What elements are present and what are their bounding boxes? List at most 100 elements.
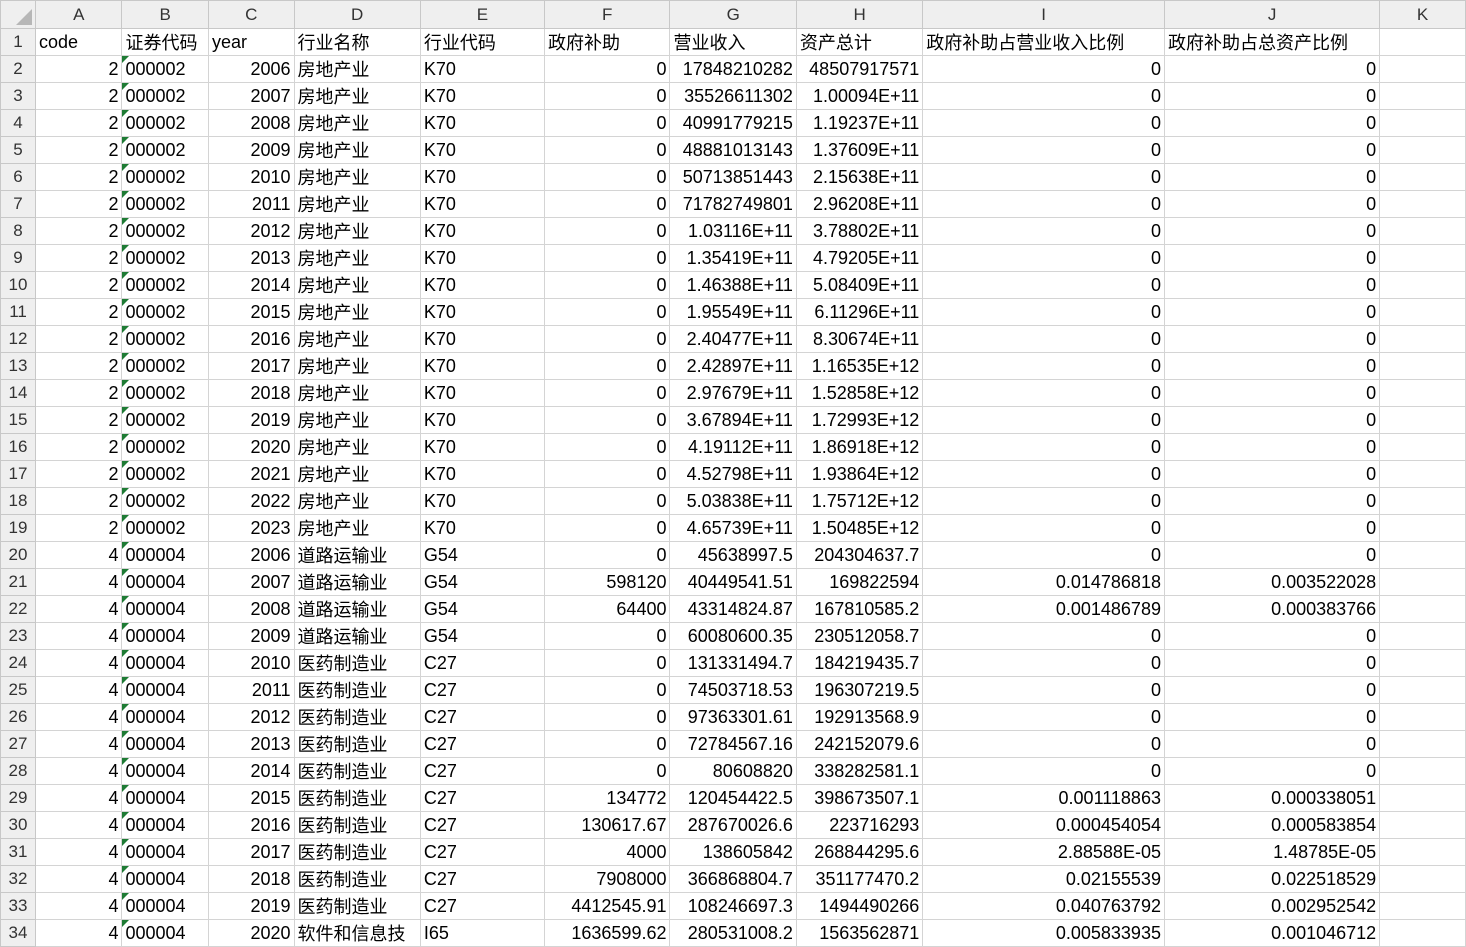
cell-e[interactable]: K70 — [419, 217, 545, 245]
cell-i[interactable]: 0 — [922, 406, 1165, 434]
cell-g[interactable]: 287670026.6 — [669, 811, 797, 839]
cell-d[interactable]: 房地产业 — [293, 190, 421, 218]
cell-g[interactable]: 280531008.2 — [669, 919, 797, 947]
row-header[interactable]: 4 — [0, 109, 37, 137]
cell-d[interactable]: 道路运输业 — [293, 541, 421, 569]
cell-g[interactable]: 60080600.35 — [669, 622, 797, 650]
cell-g[interactable]: 72784567.16 — [669, 730, 797, 758]
row-header[interactable]: 6 — [0, 163, 37, 191]
cell-b[interactable]: 000002 — [121, 109, 209, 137]
cell-h[interactable]: 1.16535E+12 — [795, 352, 924, 380]
cell-d[interactable]: 房地产业 — [293, 379, 421, 407]
cell-e[interactable]: C27 — [419, 676, 545, 704]
cell-h[interactable]: 223716293 — [795, 811, 924, 839]
cell-c[interactable]: 2010 — [207, 163, 295, 191]
cell-c[interactable]: 2012 — [207, 703, 295, 731]
row-header[interactable]: 13 — [0, 352, 37, 380]
cell-j[interactable]: 0.022518529 — [1163, 865, 1381, 893]
column-header-a[interactable]: A — [35, 0, 123, 29]
cell-j[interactable]: 0 — [1163, 730, 1381, 758]
cell-f[interactable]: 0 — [543, 649, 671, 677]
cell-i[interactable]: 0 — [922, 109, 1165, 137]
cell-f[interactable]: 0 — [543, 109, 671, 137]
cell-f[interactable]: 0 — [543, 730, 671, 758]
row-header[interactable]: 20 — [0, 541, 37, 569]
cell-h[interactable]: 242152079.6 — [795, 730, 924, 758]
cell-f[interactable]: 0 — [543, 460, 671, 488]
cell-j[interactable]: 0 — [1163, 433, 1381, 461]
cell-d[interactable]: 医药制造业 — [293, 757, 421, 785]
cell-b[interactable]: 000002 — [121, 244, 209, 272]
cell-k[interactable] — [1379, 487, 1466, 515]
cell-d[interactable]: 医药制造业 — [293, 892, 421, 920]
cell-g[interactable]: 131331494.7 — [669, 649, 797, 677]
cell-c[interactable]: 2023 — [207, 514, 295, 542]
cell-b[interactable]: 000004 — [121, 595, 209, 623]
cell-k[interactable] — [1379, 82, 1466, 110]
row-header[interactable]: 9 — [0, 244, 37, 272]
cell-k[interactable] — [1379, 136, 1466, 164]
cell-h[interactable]: 184219435.7 — [795, 649, 924, 677]
cell-e[interactable]: K70 — [419, 460, 545, 488]
cell-k[interactable] — [1379, 325, 1466, 353]
cell-f[interactable]: 0 — [543, 541, 671, 569]
cell-j[interactable]: 0.000338051 — [1163, 784, 1381, 812]
cell-k[interactable] — [1379, 703, 1466, 731]
cell-b[interactable]: 000002 — [121, 55, 209, 83]
cell-g[interactable]: 35526611302 — [669, 82, 797, 110]
cell-k[interactable] — [1379, 757, 1466, 785]
header-cell[interactable]: code — [35, 28, 123, 56]
header-cell[interactable]: 资产总计 — [795, 28, 924, 56]
cell-b[interactable]: 000002 — [121, 163, 209, 191]
cell-b[interactable]: 000002 — [121, 487, 209, 515]
cell-h[interactable]: 8.30674E+11 — [795, 325, 924, 353]
cell-j[interactable]: 0 — [1163, 757, 1381, 785]
cell-i[interactable]: 0 — [922, 55, 1165, 83]
cell-d[interactable]: 房地产业 — [293, 433, 421, 461]
cell-i[interactable]: 0.001118863 — [922, 784, 1165, 812]
cell-f[interactable]: 0 — [543, 325, 671, 353]
cell-h[interactable]: 230512058.7 — [795, 622, 924, 650]
cell-h[interactable]: 1.37609E+11 — [795, 136, 924, 164]
cell-c[interactable]: 2012 — [207, 217, 295, 245]
cell-b[interactable]: 000004 — [121, 676, 209, 704]
cell-f[interactable]: 0 — [543, 163, 671, 191]
row-header[interactable]: 17 — [0, 460, 37, 488]
cell-k[interactable] — [1379, 352, 1466, 380]
cell-b[interactable]: 000004 — [121, 838, 209, 866]
cell-c[interactable]: 2009 — [207, 622, 295, 650]
cell-j[interactable]: 0 — [1163, 676, 1381, 704]
cell-g[interactable]: 17848210282 — [669, 55, 797, 83]
cell-b[interactable]: 000002 — [121, 82, 209, 110]
row-header[interactable]: 30 — [0, 811, 37, 839]
cell-d[interactable]: 房地产业 — [293, 163, 421, 191]
cell-f[interactable]: 1636599.62 — [543, 919, 671, 947]
cell-j[interactable]: 0 — [1163, 379, 1381, 407]
cell-k[interactable] — [1379, 433, 1466, 461]
row-header[interactable]: 28 — [0, 757, 37, 785]
column-header-g[interactable]: G — [669, 0, 797, 29]
cell-e[interactable]: K70 — [419, 406, 545, 434]
cell-i[interactable]: 0 — [922, 244, 1165, 272]
cell-k[interactable] — [1379, 55, 1466, 83]
cell-e[interactable]: C27 — [419, 865, 545, 893]
cell-b[interactable]: 000002 — [121, 190, 209, 218]
cell-c[interactable]: 2018 — [207, 379, 295, 407]
cell-c[interactable]: 2017 — [207, 838, 295, 866]
cell-e[interactable]: K70 — [419, 82, 545, 110]
cell-e[interactable]: K70 — [419, 190, 545, 218]
cell-d[interactable]: 房地产业 — [293, 460, 421, 488]
cell-b[interactable]: 000004 — [121, 865, 209, 893]
cell-k[interactable] — [1379, 892, 1466, 920]
cell-a[interactable]: 2 — [35, 55, 123, 83]
cell-g[interactable]: 50713851443 — [669, 163, 797, 191]
cell-f[interactable]: 4000 — [543, 838, 671, 866]
cell-j[interactable]: 0 — [1163, 541, 1381, 569]
cell-h[interactable]: 338282581.1 — [795, 757, 924, 785]
cell-a[interactable]: 2 — [35, 244, 123, 272]
cell-e[interactable]: C27 — [419, 649, 545, 677]
cell-g[interactable]: 43314824.87 — [669, 595, 797, 623]
cell-d[interactable]: 房地产业 — [293, 352, 421, 380]
cell-e[interactable]: C27 — [419, 703, 545, 731]
